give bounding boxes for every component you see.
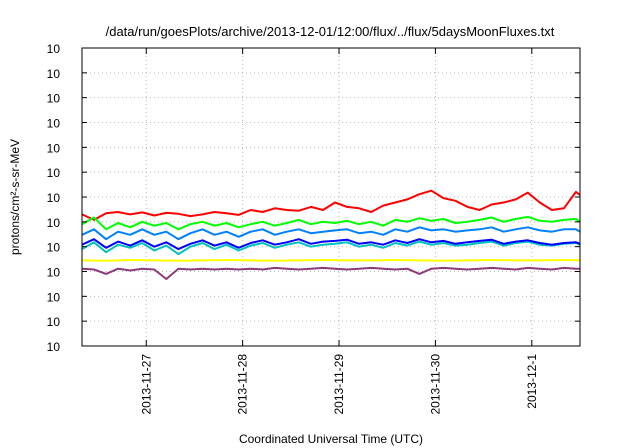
- series-line-1: [81, 189, 581, 221]
- axis-ticks: 10-610-510-410-310-210-11001011021031041…: [47, 42, 580, 415]
- x-axis-label: Coordinated Universal Time (UTC): [239, 432, 423, 446]
- y-tick-label: 10: [47, 216, 61, 230]
- y-tick-label: 10: [47, 340, 61, 354]
- y-axis-label: protons/cm²-s-sr-MeV: [8, 139, 22, 255]
- x-tick-label: 2013-11-29: [332, 354, 346, 415]
- series-line-2: [81, 215, 581, 231]
- x-tick-label: 2013-11-28: [236, 354, 250, 415]
- grid: [82, 48, 580, 346]
- y-tick-label: 10: [47, 191, 61, 205]
- chart-title: /data/run/goesPlots/archive/2013-12-01/1…: [106, 24, 555, 39]
- y-tick-label: 10: [47, 166, 61, 180]
- y-tick-label: 10: [47, 92, 61, 106]
- y-tick-label: 10: [47, 290, 61, 304]
- y-tick-label: 10: [47, 117, 61, 131]
- y-tick-label: 10: [47, 266, 61, 280]
- x-tick-label: 2013-11-27: [139, 354, 153, 415]
- y-tick-label: 10: [47, 42, 61, 56]
- y-tick-label: 10: [47, 315, 61, 329]
- plot-frame: [81, 47, 581, 347]
- y-tick-label: 10: [47, 67, 61, 81]
- y-tick-label: 10: [47, 141, 61, 155]
- series-line-5: [81, 238, 581, 251]
- series-line-6: [81, 259, 581, 262]
- series-line-7: [81, 266, 580, 280]
- series-line-4: [81, 240, 581, 256]
- series-line-3: [81, 226, 581, 241]
- x-tick-label: 2013-12-1: [525, 354, 539, 409]
- x-tick-label: 2013-11-30: [428, 354, 442, 415]
- y-tick-label: 10: [47, 241, 61, 255]
- series-group: [81, 189, 581, 280]
